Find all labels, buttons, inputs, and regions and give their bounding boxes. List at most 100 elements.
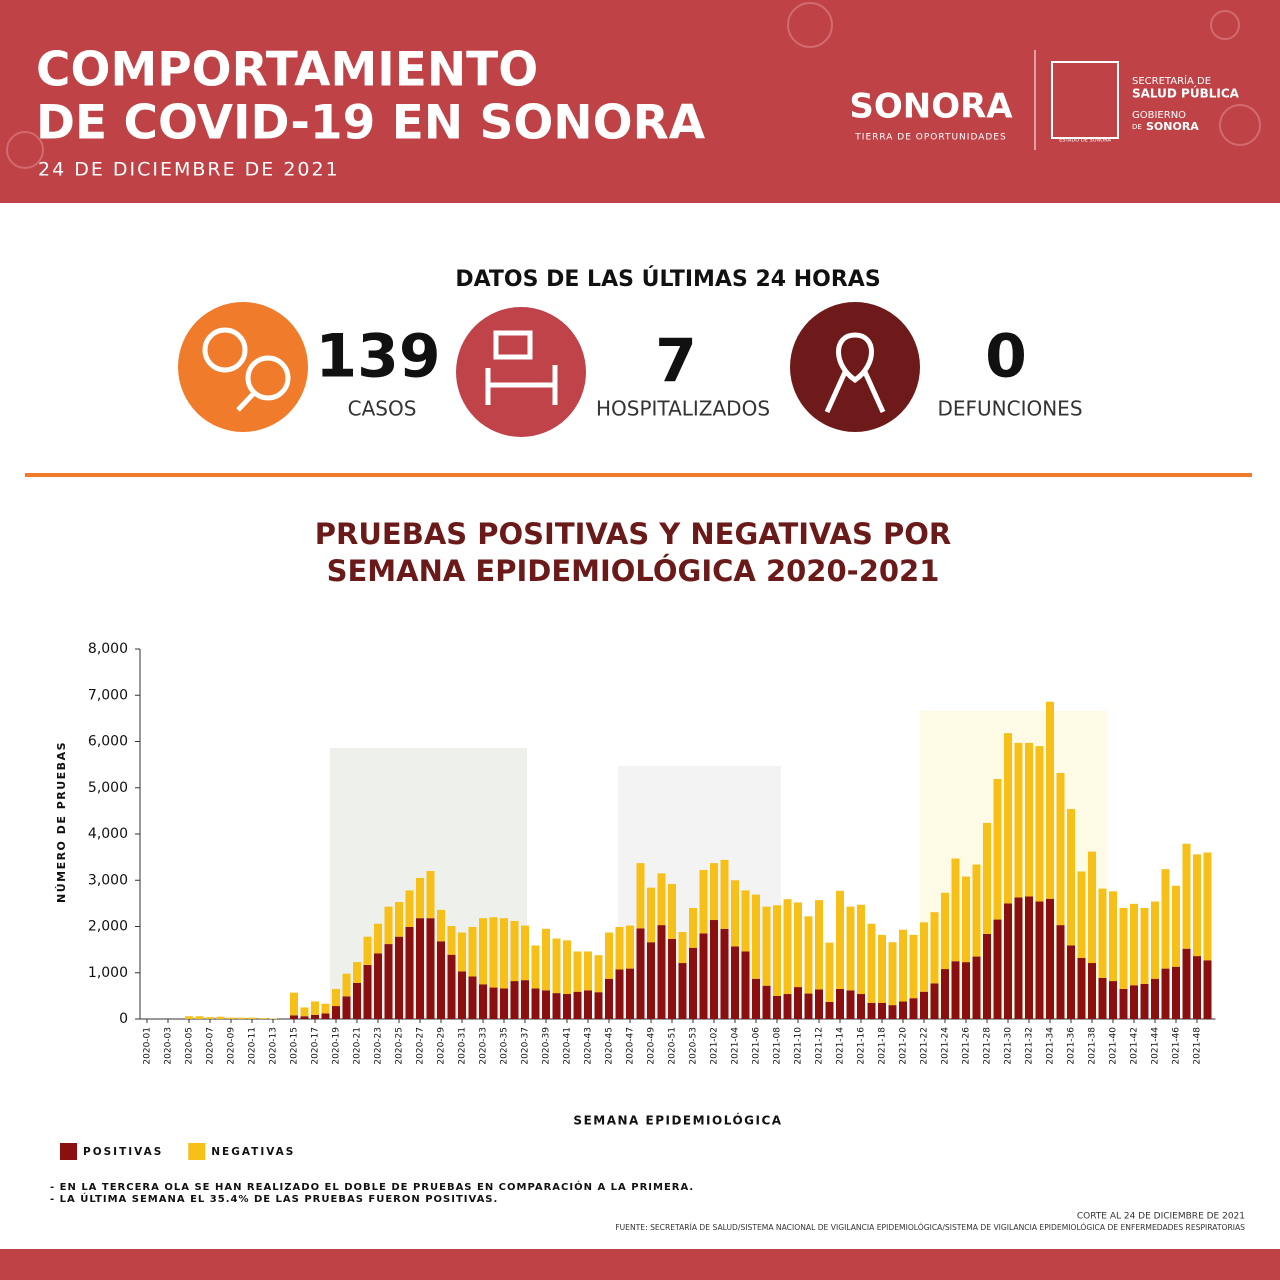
bar-segment	[258, 1018, 267, 1019]
bar-segment	[594, 955, 603, 993]
cutoff: CORTE AL 24 DE DICIEMBRE DE 2021	[1077, 1212, 1245, 1222]
x-tick-label: 2021-22	[920, 1027, 930, 1065]
x-tick-label: 2021-20	[899, 1027, 909, 1065]
x-tick-label: 2020-23	[374, 1027, 384, 1065]
bar-segment	[374, 923, 382, 954]
bar-segment	[290, 992, 298, 1016]
bar-segment	[1046, 701, 1054, 899]
x-tick-label: 2020-01	[143, 1027, 153, 1065]
cases-icon	[178, 302, 308, 432]
stat-value: 7	[655, 327, 697, 397]
bar-segment	[1151, 901, 1159, 979]
bar-segment	[983, 933, 991, 1019]
bar-segment	[290, 1015, 298, 1019]
bar-segment	[668, 938, 676, 1019]
bar-segment	[731, 946, 739, 1019]
bar-segment	[1004, 903, 1012, 1019]
x-tick-label: 2021-10	[794, 1027, 804, 1065]
bar-segment	[636, 863, 645, 929]
bar-segment	[1203, 960, 1212, 1019]
bar-segment	[1140, 983, 1149, 1019]
y-tick-label: 7,000	[88, 687, 128, 703]
bar-segment	[1035, 746, 1044, 902]
bar-segment	[479, 984, 487, 1019]
bar-segment	[510, 981, 519, 1019]
bar-segment	[930, 912, 939, 984]
dept1: SECRETARÍA DE	[1132, 74, 1211, 87]
bar-segment	[1004, 733, 1012, 904]
bar-segment	[468, 976, 477, 1019]
bar-segment	[206, 1017, 214, 1019]
bar-segment	[857, 904, 865, 995]
bar-segment	[1088, 851, 1096, 964]
deaths-icon	[790, 302, 920, 432]
x-tick-label: 2021-04	[731, 1027, 741, 1065]
bar-segment	[489, 987, 498, 1019]
bar-segment	[384, 944, 393, 1019]
ribbon	[824, 332, 886, 414]
bar-segment	[300, 1007, 309, 1017]
bar-segment	[720, 928, 729, 1019]
x-tick-label: 2021-38	[1088, 1027, 1098, 1065]
bar-segment	[783, 899, 792, 995]
bar-segment	[332, 1006, 340, 1019]
x-tick-label: 2020-49	[647, 1027, 657, 1065]
bar-segment	[951, 858, 960, 962]
bar-segment	[500, 988, 508, 1019]
chart-title: PRUEBAS POSITIVAS Y NEGATIVAS POR	[315, 517, 951, 551]
x-tick-label: 2020-21	[353, 1027, 363, 1065]
x-tick-label: 2020-19	[332, 1027, 342, 1065]
x-tick-label: 2021-28	[983, 1027, 993, 1065]
y-tick-label: 6,000	[88, 734, 128, 750]
bar-segment	[836, 890, 844, 989]
bar-segment	[216, 1016, 225, 1019]
bar-segment	[783, 994, 792, 1019]
bar-segment	[983, 822, 991, 934]
bar-segment	[531, 988, 540, 1019]
bar-segment	[941, 969, 949, 1019]
x-tick-label: 2020-09	[227, 1027, 237, 1065]
bar-segment	[1172, 966, 1180, 1019]
separator	[25, 473, 1252, 477]
bar-segment	[248, 1017, 256, 1019]
bar-segment	[878, 934, 886, 1003]
x-tick-label: 2021-02	[710, 1027, 720, 1065]
stats-title: DATOS DE LAS ÚLTIMAS 24 HORAS	[455, 266, 880, 292]
legend-label: POSITIVAS	[83, 1146, 163, 1158]
x-tick-label: 2020-25	[395, 1027, 405, 1065]
bar-segment	[1046, 898, 1054, 1019]
bar-segment	[395, 936, 403, 1019]
y-tick-label: 8,000	[88, 641, 128, 657]
x-tick-label: 2020-05	[185, 1027, 195, 1065]
x-tick-label: 2020-39	[542, 1027, 552, 1065]
x-tick-label: 2020-27	[416, 1027, 426, 1065]
bar-segment	[584, 990, 592, 1019]
x-tick-label: 2020-35	[500, 1027, 510, 1065]
bar-segment	[752, 894, 760, 979]
bar-segment	[909, 934, 918, 999]
bar-segment	[437, 909, 445, 942]
x-tick-label: 2021-08	[773, 1027, 783, 1065]
bar-segment	[773, 995, 781, 1019]
bar-segment	[836, 988, 844, 1019]
bar-segment	[416, 918, 424, 1019]
bar-segment	[510, 920, 519, 982]
x-tick-label: 2021-12	[815, 1027, 825, 1065]
bar-segment	[804, 993, 813, 1019]
x-tick-label: 2020-47	[626, 1027, 636, 1065]
bar-segment	[878, 1002, 886, 1019]
bar-segment	[1193, 956, 1201, 1019]
legend: POSITIVAS NEGATIVAS	[60, 1143, 293, 1160]
brand: SONORA	[849, 87, 1013, 127]
bar-segment	[615, 969, 624, 1019]
x-tick-label: 2021-44	[1151, 1027, 1161, 1065]
x-tick-label: 2020-51	[668, 1027, 678, 1065]
stat-label: CASOS	[348, 397, 417, 421]
bar-segment	[1067, 809, 1075, 946]
y-axis-label: NÚMERO DE PRUEBAS	[55, 741, 68, 903]
bar-segment	[353, 962, 361, 983]
bar-segment	[720, 859, 729, 929]
title-1: COMPORTAMIENTO	[36, 43, 538, 98]
bar-segment	[636, 928, 645, 1019]
bar-segment	[1109, 891, 1117, 982]
